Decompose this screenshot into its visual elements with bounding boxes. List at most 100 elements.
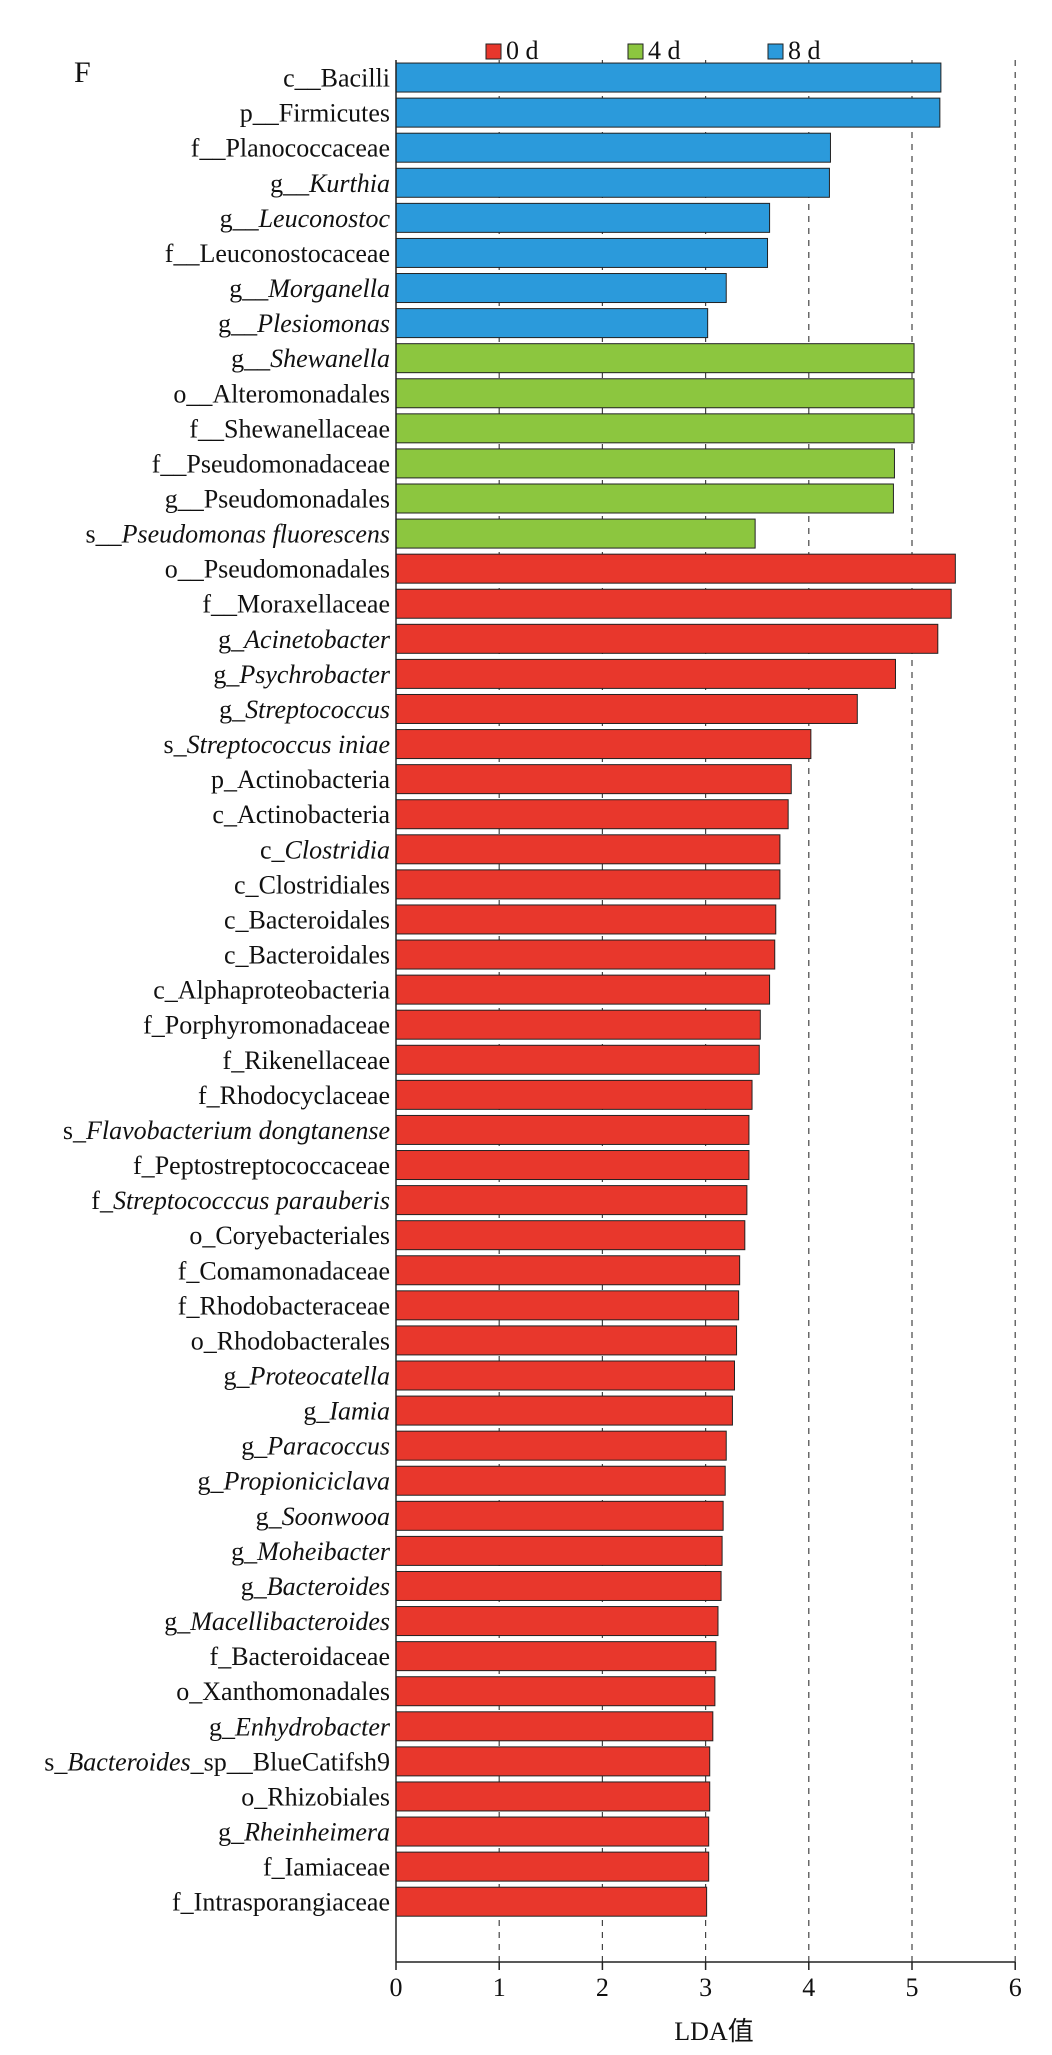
label-prefix: o_ <box>241 1782 268 1811</box>
label-prefix: g_ <box>223 1362 250 1391</box>
bars-group <box>395 60 956 1962</box>
label-prefix: f_ <box>143 1011 166 1040</box>
category-label: s_Bacteroides_sp__BlueCatifsh9 <box>44 1747 390 1776</box>
label-name: Kurthia <box>308 169 390 198</box>
bar <box>395 1255 741 1286</box>
label-name: Actinobacteria <box>237 765 390 794</box>
label-name: Rhodocyclaceae <box>220 1081 390 1110</box>
bar <box>395 202 771 233</box>
x-tick-label: 2 <box>596 1973 609 2002</box>
category-label: g_Propioniciclava <box>197 1467 390 1496</box>
label-name: Rheinheimera <box>243 1818 390 1847</box>
label-prefix: g__ <box>218 309 258 338</box>
bar <box>395 273 727 304</box>
label-name: Flavobacterium dongtanense <box>85 1116 390 1145</box>
label-name: Moheibacter <box>256 1537 391 1566</box>
label-prefix: f_ <box>91 1186 114 1215</box>
label-prefix: g_ <box>256 1502 283 1531</box>
label-suffix: _sp__BlueCatifsh9 <box>190 1747 390 1776</box>
category-label: s_Streptococcus iniae <box>164 730 391 759</box>
category-label: g_Psychrobacter <box>213 660 391 689</box>
label-prefix: g__ <box>229 274 269 303</box>
bar <box>395 1395 733 1426</box>
label-prefix: s__ <box>85 520 122 549</box>
label-prefix: c__ <box>283 64 322 93</box>
bar <box>395 1465 726 1496</box>
bar <box>395 1150 750 1181</box>
label-prefix: g__ <box>231 344 271 373</box>
category-label: f__Shewanellaceae <box>189 414 390 443</box>
category-label: f_Iamiaceae <box>263 1853 390 1882</box>
label-prefix: f_ <box>133 1151 156 1180</box>
label-name: Rhodobacterales <box>217 1326 390 1355</box>
legend-swatch <box>485 43 502 60</box>
bar <box>395 62 942 93</box>
bar <box>395 1290 740 1321</box>
label-prefix: c_ <box>224 941 250 970</box>
label-prefix: g_ <box>241 1432 268 1461</box>
x-tick-label: 4 <box>802 1973 815 2002</box>
label-name: Psychrobacter <box>238 660 391 689</box>
bar <box>395 623 939 654</box>
label-prefix: g_ <box>164 1607 191 1636</box>
label-prefix: f_ <box>223 1046 246 1075</box>
label-name: Bacteroidales <box>249 941 391 970</box>
label-name: Leuconostoc <box>258 204 391 233</box>
label-name: Comamonadaceae <box>199 1256 390 1285</box>
label-name: Morganella <box>267 274 390 303</box>
label-name: Shewanellaceae <box>224 414 390 443</box>
label-prefix: g__ <box>165 485 205 514</box>
category-label: o__Alteromonadales <box>173 379 390 408</box>
label-name: Pseudomonas fluorescens <box>121 520 390 549</box>
x-tick-label: 5 <box>906 1973 919 2002</box>
label-name: Planococcaceae <box>225 134 390 163</box>
bar <box>395 1781 711 1812</box>
category-label: f_Rhodocyclaceae <box>198 1081 390 1110</box>
label-prefix: f_ <box>210 1642 233 1671</box>
label-prefix: s_ <box>63 1116 87 1145</box>
label-name: Alteromonadales <box>212 379 390 408</box>
label-name: Intrasporangiaceae <box>194 1888 390 1917</box>
category-label: p_Actinobacteria <box>211 765 390 794</box>
category-label: g_Rheinheimera <box>218 1818 390 1847</box>
label-prefix: f_ <box>198 1081 221 1110</box>
category-label: c_Alphaproteobacteria <box>153 976 390 1005</box>
bar <box>395 1676 716 1707</box>
x-tick-label: 1 <box>493 1973 506 2002</box>
bar <box>395 1430 727 1461</box>
label-name: Peptostreptococcaceae <box>155 1151 390 1180</box>
category-label: g_Enhydrobacter <box>209 1712 391 1741</box>
label-prefix: o__ <box>173 379 213 408</box>
label-prefix: f__ <box>191 134 227 163</box>
label-prefix: g_ <box>218 625 245 654</box>
label-name: Leuconostocaceae <box>199 239 390 268</box>
bar <box>395 308 709 339</box>
category-label: c_Clostridiales <box>234 870 390 899</box>
label-prefix: f_ <box>172 1888 195 1917</box>
category-label: g__Pseudomonadales <box>165 485 390 514</box>
label-prefix: g_ <box>218 1818 245 1847</box>
label-prefix: g_ <box>197 1467 224 1496</box>
label-name: Alphaproteobacteria <box>178 976 391 1005</box>
category-label: f_Peptostreptococcaceae <box>133 1151 390 1180</box>
bar <box>395 378 915 409</box>
label-name: Acinetobacter <box>242 625 391 654</box>
x-tick-label: 6 <box>1009 1973 1022 2002</box>
legend-label: 0 d <box>506 36 539 65</box>
label-prefix: f__ <box>165 239 201 268</box>
label-name: Bacteroides <box>267 1572 390 1601</box>
category-label: g_Streptococcus <box>219 695 390 724</box>
label-prefix: c_ <box>212 800 238 829</box>
label-name: Pseudomonadales <box>204 555 390 584</box>
bar <box>395 1851 710 1882</box>
bar <box>395 939 776 970</box>
category-label: c__Bacilli <box>283 64 390 93</box>
label-prefix: g_ <box>231 1537 258 1566</box>
category-label: g_Proteocatella <box>223 1362 390 1391</box>
category-label: o__Pseudomonadales <box>165 555 390 584</box>
category-label: g__Plesiomonas <box>218 309 390 338</box>
category-label: f_Porphyromonadaceae <box>143 1011 390 1040</box>
category-label: c_Bacteroidales <box>224 905 390 934</box>
label-name: Iamia <box>328 1397 390 1426</box>
category-label: f__Moraxellaceae <box>202 590 390 619</box>
